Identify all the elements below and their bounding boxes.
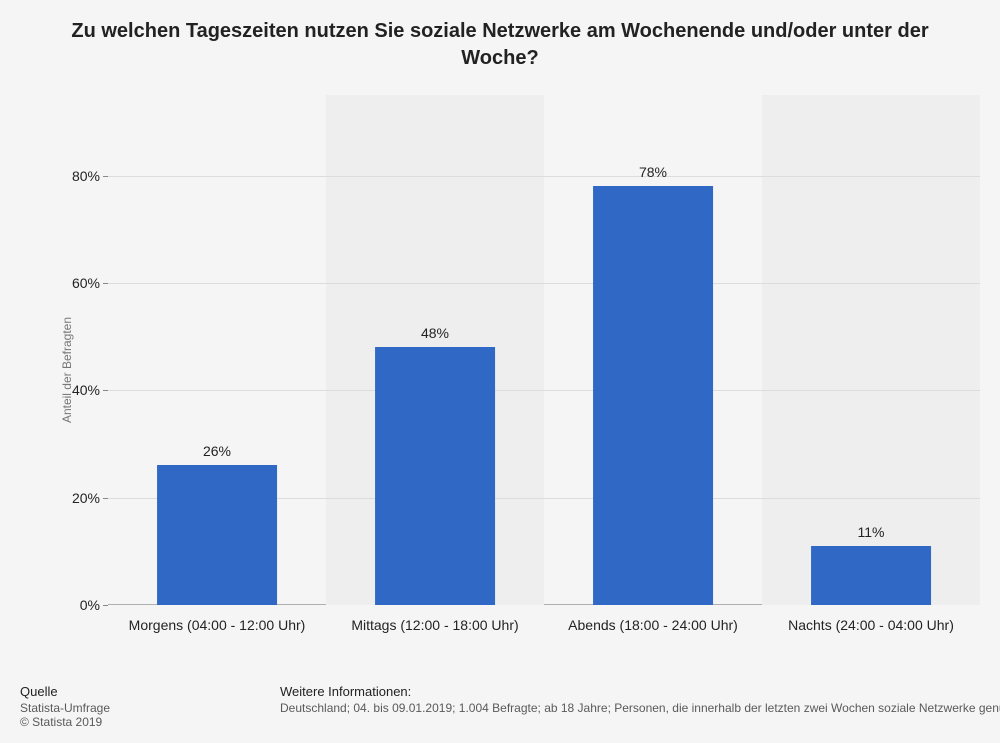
bar-value-label: 26%: [108, 443, 326, 459]
chart-container: Zu welchen Tageszeiten nutzen Sie sozial…: [0, 0, 1000, 743]
bar-value-label: 78%: [544, 164, 762, 180]
chart-footer: Quelle Statista-Umfrage © Statista 2019 …: [20, 684, 1000, 729]
x-tick-label: Nachts (24:00 - 04:00 Uhr): [762, 617, 980, 633]
plot-area: 0%20%40%60%80%26%Morgens (04:00 - 12:00 …: [108, 95, 980, 605]
y-tick-mark: [103, 605, 108, 606]
source-line-1: Statista-Umfrage: [20, 701, 280, 715]
y-tick-mark: [103, 498, 108, 499]
bar: [593, 186, 713, 605]
bar: [157, 465, 277, 605]
y-tick-label: 20%: [72, 490, 100, 506]
chart-area: Anteil der Befragten 0%20%40%60%80%26%Mo…: [50, 95, 980, 645]
chart-title: Zu welchen Tageszeiten nutzen Sie sozial…: [0, 0, 1000, 72]
x-tick-label: Abends (18:00 - 24:00 Uhr): [544, 617, 762, 633]
source-heading: Quelle: [20, 684, 280, 699]
y-tick-label: 40%: [72, 382, 100, 398]
y-tick-mark: [103, 176, 108, 177]
info-block: Weitere Informationen: Deutschland; 04. …: [280, 684, 1000, 729]
grid-line: [108, 390, 980, 391]
x-tick-label: Mittags (12:00 - 18:00 Uhr): [326, 617, 544, 633]
y-tick-mark: [103, 390, 108, 391]
y-tick-label: 80%: [72, 168, 100, 184]
y-axis-label: Anteil der Befragten: [60, 317, 74, 423]
bar-value-label: 11%: [762, 524, 980, 540]
y-tick-label: 60%: [72, 275, 100, 291]
bar-value-label: 48%: [326, 325, 544, 341]
y-tick-label: 0%: [80, 597, 100, 613]
info-text: Deutschland; 04. bis 09.01.2019; 1.004 B…: [280, 701, 1000, 715]
source-line-2: © Statista 2019: [20, 715, 280, 729]
source-block: Quelle Statista-Umfrage © Statista 2019: [20, 684, 280, 729]
grid-line: [108, 283, 980, 284]
bar: [375, 347, 495, 605]
info-heading: Weitere Informationen:: [280, 684, 1000, 699]
x-tick-label: Morgens (04:00 - 12:00 Uhr): [108, 617, 326, 633]
y-tick-mark: [103, 283, 108, 284]
bar: [811, 546, 931, 605]
